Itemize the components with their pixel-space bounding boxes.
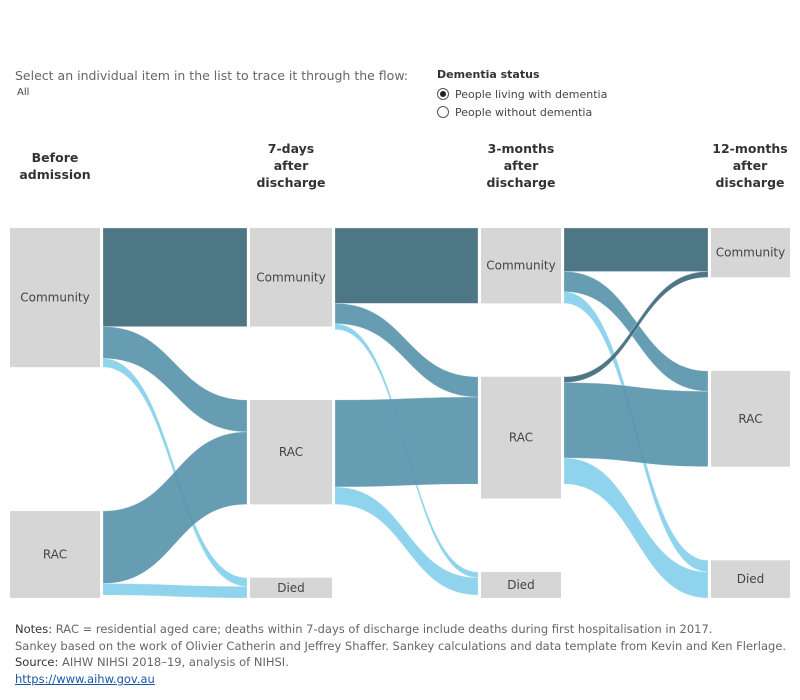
stage-header-3-months: 3-months after discharge xyxy=(466,140,576,191)
notes-label: Notes: xyxy=(15,622,53,636)
stage-header-7-days: 7-days after discharge xyxy=(236,140,346,191)
flow-rac-to-rac-stage0[interactable] xyxy=(102,431,248,584)
node-label-community: Community xyxy=(20,291,89,305)
source-line: Source: AIHW NIHSI 2018–19, analysis of … xyxy=(15,654,786,671)
stage-header-line: after xyxy=(503,158,539,173)
node-community-stage0[interactable] xyxy=(10,228,100,368)
flow-rac-to-died-stage0[interactable] xyxy=(102,583,248,599)
stage-header-line: Before xyxy=(31,150,79,165)
node-label-died: Died xyxy=(737,572,765,586)
flow-rac-to-died-stage2[interactable] xyxy=(563,457,709,599)
stage-header-line: discharge xyxy=(256,175,326,190)
stage-header-line: discharge xyxy=(486,175,556,190)
flow-community-to-community-stage1[interactable] xyxy=(334,227,479,304)
node-rac-stage1[interactable] xyxy=(250,399,332,505)
node-label-rac: RAC xyxy=(43,548,67,562)
flow-community-to-rac-stage1[interactable] xyxy=(334,303,479,398)
radio-selected-icon[interactable] xyxy=(437,88,449,100)
radio-label-with-dementia: People living with dementia xyxy=(455,87,608,101)
node-community-stage1[interactable] xyxy=(250,228,332,327)
node-label-rac: RAC xyxy=(279,445,303,459)
flow-rac-to-rac-stage2[interactable] xyxy=(563,382,709,468)
source-link[interactable]: https://www.aihw.gov.au xyxy=(15,671,155,686)
filter-prompt: Select an individual item in the list to… xyxy=(15,68,409,83)
node-label-community: Community xyxy=(256,270,325,284)
stage-header-before-admission: Before admission xyxy=(0,149,110,183)
flow-community-to-rac-stage0[interactable] xyxy=(102,326,248,433)
dementia-status-legend: Dementia status People living with demen… xyxy=(437,68,607,121)
node-label-died: Died xyxy=(507,578,535,592)
node-label-died: Died xyxy=(277,581,305,595)
node-died-stage1[interactable] xyxy=(250,577,332,598)
node-rac-stage0[interactable] xyxy=(10,511,100,598)
radio-option-without-dementia[interactable]: People without dementia xyxy=(437,103,607,121)
source-label: Source: xyxy=(15,655,59,669)
stage-header-line: 3-months xyxy=(487,141,555,156)
legend-title: Dementia status xyxy=(437,68,540,81)
node-died-stage3[interactable] xyxy=(711,560,790,598)
stage-header-line: admission xyxy=(19,167,91,182)
flow-rac-to-community-stage2[interactable] xyxy=(563,271,709,383)
radio-unselected-icon[interactable] xyxy=(437,106,449,118)
node-community-stage2[interactable] xyxy=(481,228,561,304)
flow-links xyxy=(102,227,709,599)
notes-text: RAC = residential aged care; deaths with… xyxy=(52,622,713,636)
node-community-stage3[interactable] xyxy=(711,228,790,278)
radio-option-with-dementia[interactable]: People living with dementia xyxy=(437,85,607,103)
flow-community-to-community-stage0[interactable] xyxy=(102,227,248,327)
node-died-stage2[interactable] xyxy=(481,571,561,598)
credit-text: Sankey based on the work of Olivier Cath… xyxy=(15,638,787,653)
node-rac-stage2[interactable] xyxy=(481,376,561,499)
stage-header-line: 7-days xyxy=(267,141,315,156)
stage-header-line: 12-months xyxy=(712,141,788,156)
filter-dropdown[interactable]: All xyxy=(17,87,30,98)
node-label-community: Community xyxy=(716,246,785,260)
node-label-rac: RAC xyxy=(738,412,762,426)
sankey-nodes: Community RAC Community RAC Died Community RAC… xyxy=(10,228,790,598)
stage-header-line: discharge xyxy=(715,175,785,190)
notes-block: Notes: RAC = residential aged care; deat… xyxy=(15,621,786,687)
stage-header-12-months: 12-months after discharge xyxy=(695,140,800,191)
stage-header-line: after xyxy=(273,158,309,173)
flow-community-to-community-stage2[interactable] xyxy=(563,227,709,272)
radio-label-without-dementia: People without dementia xyxy=(455,105,593,119)
node-label-community: Community xyxy=(486,259,555,273)
stage-header-line: after xyxy=(732,158,768,173)
notes-line: Notes: RAC = residential aged care; deat… xyxy=(15,621,786,638)
node-rac-stage3[interactable] xyxy=(711,370,790,467)
source-text: AIHW NIHSI 2018–19, analysis of NIHSI. xyxy=(58,655,289,669)
node-label-rac: RAC xyxy=(509,431,533,445)
flow-rac-to-died-stage1[interactable] xyxy=(334,486,479,596)
flow-rac-to-rac-stage1[interactable] xyxy=(334,396,479,488)
